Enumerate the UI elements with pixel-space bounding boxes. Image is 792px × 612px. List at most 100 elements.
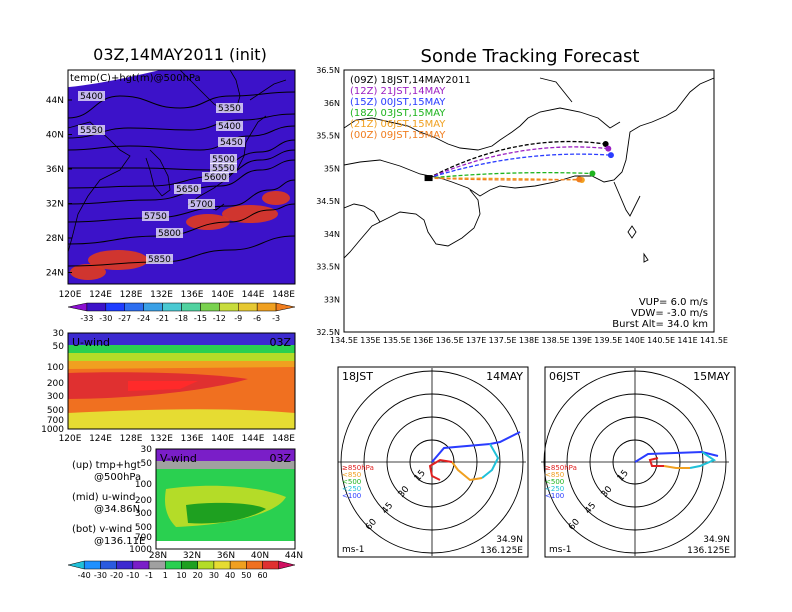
track-lon-tick: 139.5E (594, 336, 622, 345)
v-lat-tick: 28N (149, 551, 167, 561)
launch-site (424, 175, 433, 182)
hodo2-time: 06JST (549, 370, 580, 383)
track-lat-tick: 33N (324, 295, 340, 304)
colorbar-label: 10 (176, 571, 186, 580)
colorbar-swatch (100, 560, 117, 570)
coastline-kii (344, 189, 481, 259)
map-lat-tick: 24N (46, 269, 64, 279)
contour-label-bg (188, 199, 215, 209)
hodo1-lon: 136.125E (480, 546, 523, 556)
v-level-tick: 700 (135, 533, 152, 543)
height-contour (68, 179, 295, 223)
colorbar-swatch (229, 560, 247, 570)
hodo-legend-entry: ≥850hPa (545, 464, 577, 472)
colorbar-label: 50 (241, 571, 251, 580)
track-lon-tick: 140E (625, 336, 645, 345)
colorbar-label: 1 (163, 571, 168, 580)
warm-patch (186, 214, 230, 230)
height-contour (68, 203, 295, 245)
track-lon-tick: 135E (360, 336, 380, 345)
note-up-sub: @500hPa (94, 472, 141, 483)
track-legend-entry: (15Z) 00JST,15MAY (350, 97, 446, 108)
contour-label-bg (218, 137, 245, 147)
u-band (68, 353, 295, 361)
track-endpoint (607, 152, 614, 159)
colorbar-swatch (124, 302, 144, 312)
hodo-legend-entry: <500 (545, 478, 564, 486)
colorbar-label: 30 (209, 571, 219, 580)
v-level-tick: 300 (135, 509, 152, 519)
hodo-legend-entry: <850 (545, 471, 564, 479)
track-lon-tick: 135.5E (383, 336, 411, 345)
colorbar-swatch (278, 560, 296, 570)
track-lon-tick: 139E (572, 336, 592, 345)
track-legend-entry: (21Z) 06JST,15MAY (350, 119, 446, 130)
colorbar-swatch (105, 302, 125, 312)
colorbar-swatch (132, 560, 150, 570)
track-legend-entry: (09Z) 18JST,14MAY2011 (350, 75, 471, 86)
u-band (68, 361, 295, 369)
hodograph-18jst: 18JST 14MAY ms-1 34.9N 136.125E 15304560… (337, 366, 529, 558)
track-legend-entry: (18Z) 03JST,15MAY (350, 108, 446, 119)
hodo-trace (663, 465, 690, 469)
height-contour (68, 125, 295, 151)
colorbar-label: -21 (156, 314, 169, 323)
contour-label-bg (174, 184, 201, 194)
map-lon-tick: 136E (181, 290, 204, 300)
u-lon-tick: 120E (59, 434, 82, 444)
map-label: temp(C)+hgt(m)@500hPa (70, 73, 201, 84)
warm-patch (222, 205, 278, 223)
colorbar-swatch (83, 560, 101, 570)
track-line (428, 146, 609, 179)
v-band (186, 502, 266, 524)
track-lon-tick: 138.5E (541, 336, 569, 345)
hodo-legend-entry: <250 (545, 485, 564, 493)
hodo-trace (451, 461, 483, 482)
track-lon-tick: 141E (677, 336, 697, 345)
v-band (156, 461, 295, 469)
hodo-trace (689, 451, 717, 469)
v-level-tick: 500 (135, 523, 152, 533)
contour-label: 5650 (176, 185, 199, 195)
track-lon-tick: 137E (466, 336, 486, 345)
u-band (68, 413, 295, 429)
track-legend-entry: (12Z) 21JST,14MAY (350, 86, 446, 97)
track-endpoint (589, 170, 596, 177)
colorbar-swatch (143, 302, 163, 312)
v-level-tick: 50 (141, 459, 153, 469)
coastline-izu (613, 181, 649, 263)
note-mid-sub: @34.86N (94, 504, 140, 515)
u-jet-core (128, 381, 198, 391)
colorbar-swatch (67, 560, 85, 570)
contour-label: 5800 (158, 229, 181, 239)
hodo1-lat: 34.9N (496, 535, 523, 545)
u-wind-time: 03Z (269, 336, 291, 349)
track-line (428, 140, 606, 179)
map-lon-tick: 128E (120, 290, 143, 300)
track-lon-tick: 140.5E (647, 336, 675, 345)
track-lon-tick: 136E (413, 336, 433, 345)
v-level-tick: 30 (141, 445, 153, 455)
u-lon-tick: 132E (150, 434, 173, 444)
hodo1-date: 14MAY (486, 370, 523, 383)
v-wind-time: 03Z (269, 452, 291, 465)
u-lon-tick: 124E (89, 434, 112, 444)
coastline-korea (145, 149, 171, 197)
colorbar-swatch (219, 302, 239, 312)
map-lon-tick: 144E (242, 290, 265, 300)
v-band (156, 449, 295, 461)
map-lon-tick: 148E (272, 290, 295, 300)
colorbar-swatch (148, 560, 166, 570)
map-lat-tick: 36N (46, 165, 64, 175)
contour-label-bg (156, 228, 183, 238)
contour-label: 5550 (212, 164, 235, 174)
v-wind-label: V-wind (160, 452, 197, 465)
v-lat-tick: 40N (251, 551, 269, 561)
hodo1-unit: ms-1 (342, 545, 364, 555)
u-lon-tick: 128E (120, 434, 143, 444)
track-lat-tick: 36N (324, 99, 340, 108)
contour-label: 5750 (144, 212, 167, 222)
note-mid-head: (mid) u-wind (72, 492, 135, 503)
v-lat-tick: 32N (183, 551, 201, 561)
hodo-trace (428, 458, 453, 481)
